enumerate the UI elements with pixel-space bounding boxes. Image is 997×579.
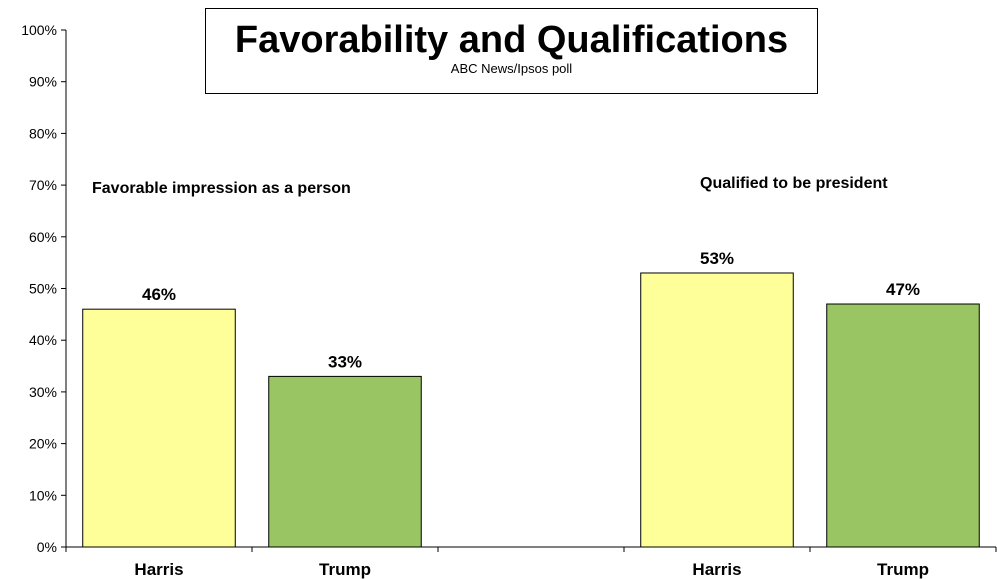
bars <box>82 272 980 548</box>
y-axis: 0% 10% 20% 30% 40% 50% 60% 70% 80% 90% 100% <box>21 22 67 555</box>
chart-title: Favorability and Qualifications <box>234 19 789 61</box>
y-tick-label: 50% <box>29 281 57 297</box>
bar-value-label: 53% <box>700 249 734 268</box>
y-tick-label: 10% <box>29 487 57 503</box>
labels: 46% 33% 53% 47% <box>142 249 920 371</box>
group-label-qualified: Qualified to be president <box>700 175 888 192</box>
x-category-label: Harris <box>692 560 741 579</box>
chart-subtitle: ABC News/Ipsos poll <box>450 61 573 76</box>
x-axis: Harris Trump Harris Trump <box>65 546 997 579</box>
bar-trump-qualified <box>826 303 980 548</box>
group-label-favorable: Favorable impression as a person <box>92 180 351 197</box>
bar-trump-favorable <box>268 375 422 548</box>
title-box: Favorability and Qualifications ABC News… <box>205 8 818 94</box>
bar-value-label: 46% <box>142 285 176 304</box>
y-tick-label: 20% <box>29 436 57 452</box>
bar-harris-qualified <box>640 272 794 548</box>
y-tick-label: 40% <box>29 332 57 348</box>
y-tick-label: 30% <box>29 384 57 400</box>
x-category-label: Trump <box>877 560 929 579</box>
x-category-label: Trump <box>319 560 371 579</box>
x-category-label: Harris <box>134 560 183 579</box>
y-tick-label: 100% <box>21 22 57 38</box>
y-tick-label: 90% <box>29 74 57 90</box>
y-tick-label: 70% <box>29 177 57 193</box>
y-tick-label: 80% <box>29 125 57 141</box>
bar-harris-favorable <box>82 308 236 548</box>
y-tick-label: 60% <box>29 229 57 245</box>
y-tick-label: 0% <box>37 539 57 555</box>
bar-value-label: 33% <box>328 352 362 371</box>
bar-value-label: 47% <box>886 280 920 299</box>
